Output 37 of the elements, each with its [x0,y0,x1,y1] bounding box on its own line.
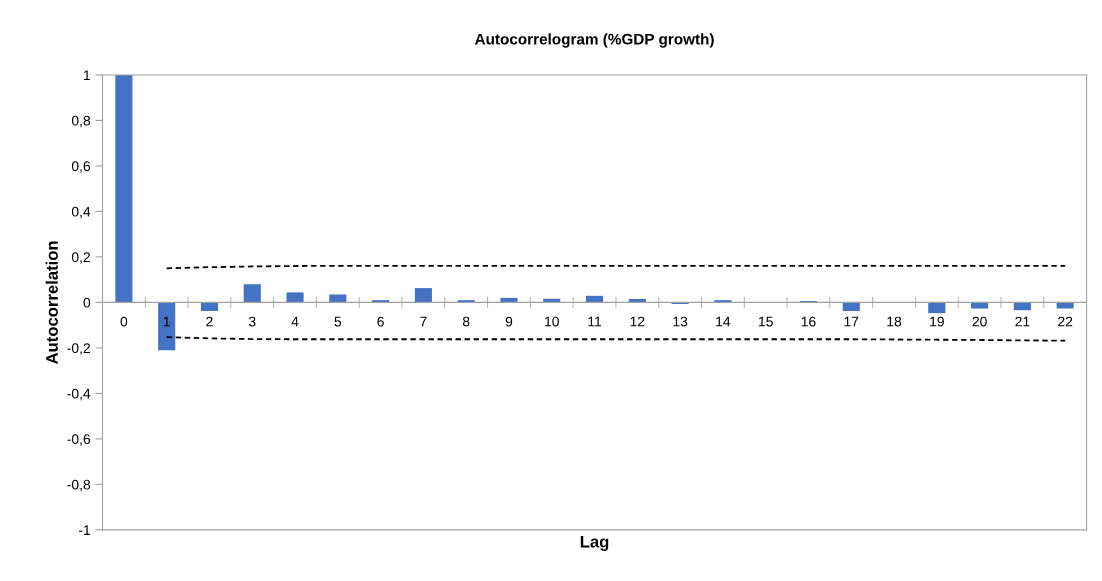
chart-title: Autocorrelogram (%GDP growth) [474,33,714,48]
x-tick-label: 17 [844,316,859,327]
y-tick-label: -0,2 [67,343,90,355]
y-tick-label: 1 [84,70,90,80]
x-tick-label: 12 [630,316,645,327]
x-tick-label: 18 [887,316,902,327]
x-tick-label: 22 [1058,316,1073,327]
y-tick-label: -1 [78,525,90,535]
x-tick-label: 4 [291,316,299,327]
x-tick-label: 15 [759,316,773,327]
x-tick-label: 19 [930,316,944,327]
y-tick-label: 0,8 [71,115,91,128]
y-tick-label: -0,6 [67,434,91,446]
x-tick-label: 3 [248,316,256,327]
y-tick-label: 0,6 [71,161,91,173]
x-tick-label: 16 [801,316,816,327]
x-tick-label: 6 [377,316,384,327]
y-axis-title: Autocorrelation [45,241,58,365]
x-tick-label: 1 [163,316,170,327]
x-tick-label: 13 [673,316,688,327]
y-tick-label: 0 [83,297,91,308]
x-tick-label: 11 [588,316,602,327]
x-axis-title: Lag [580,535,609,551]
x-tick-label: 0 [120,316,128,327]
y-tick-label: -0,8 [67,479,91,492]
x-tick-label: 5 [334,316,342,327]
x-tick-label: 2 [206,316,213,327]
x-tick-label: 20 [972,316,987,327]
x-tick-label: 9 [505,316,513,327]
x-tick-label: 21 [1015,316,1030,327]
y-tick-label: -0,4 [67,388,91,401]
x-tick-label: 7 [420,316,427,327]
x-tick-label: 10 [545,316,559,327]
y-tick-label: 0,2 [71,252,90,264]
x-tick-label: 8 [462,316,470,327]
x-tick-label: 14 [716,316,731,327]
y-tick-label: 0,4 [71,206,91,219]
